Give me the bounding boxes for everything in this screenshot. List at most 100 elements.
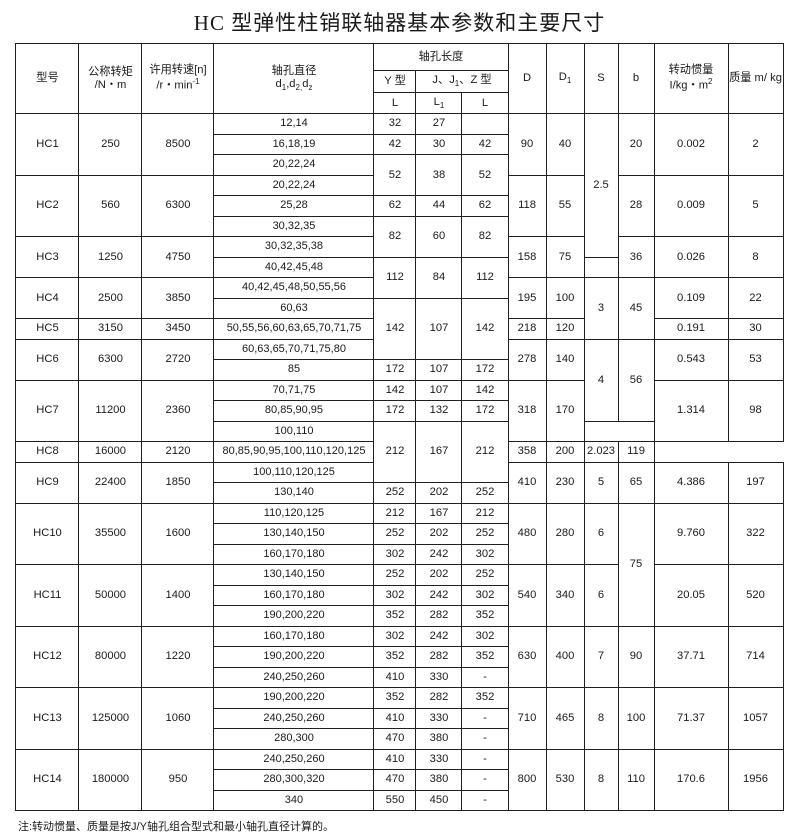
cell-b: 56: [617, 338, 655, 422]
cell-mass: 98: [727, 379, 784, 442]
cell-length-L1: 380: [415, 769, 463, 791]
table-row: HC2 560 6300 20,22,24 118 55 28 0.009 5: [15, 174, 784, 237]
cell-bore-diameter: 60,63,65,70,71,75,80: [213, 338, 375, 360]
cell-length-Lz: -: [461, 728, 509, 750]
cell-mass: 119: [617, 441, 655, 463]
cell-D1: 170: [545, 379, 585, 442]
cell-inertia: 0.109: [653, 277, 729, 319]
cell-D1: 55: [545, 174, 585, 237]
cell-D: 630: [507, 625, 547, 688]
cell-length-L: 112: [373, 256, 417, 299]
cell-bore-diameter: 60,63: [213, 297, 375, 319]
cell-torque: 180000: [78, 748, 143, 811]
cell-bore-diameter: 40,42,45,48,50,55,56: [213, 277, 375, 299]
cell-bore-diameter: 130,140: [213, 482, 375, 504]
table-row: 130,140 252 202 252: [16, 482, 783, 504]
col-header-torque-line2: /N・m: [94, 78, 127, 91]
cell-speed: 1850: [141, 461, 215, 504]
cell-mass: 1956: [727, 748, 784, 811]
cell-D: 118: [507, 174, 547, 237]
cell-torque: 2500: [78, 277, 143, 319]
cell-D: 318: [507, 379, 547, 442]
cell-inertia: 37.71: [653, 625, 729, 688]
col-header-bore-diameter-line1: 轴孔直径: [271, 64, 317, 77]
cell-inertia: 71.37: [653, 687, 729, 750]
cell-length-L: 410: [373, 707, 417, 729]
cell-speed: 6300: [141, 174, 215, 237]
cell-bore-diameter: 340: [213, 789, 375, 811]
col-header-S: S: [583, 43, 619, 114]
table-row: HC5 3150 3450 50,55,56,60,63,65,70,71,75 218…: [15, 318, 784, 340]
cell-length-L1: 27: [415, 113, 463, 135]
cell-inertia: 0.002: [653, 113, 729, 176]
cell-b: 20: [617, 113, 655, 176]
cell-D1: 75: [545, 236, 585, 278]
col-header-L1: L1: [415, 92, 463, 114]
cell-inertia: 170.6: [653, 748, 729, 811]
cell-length-Lz: -: [461, 748, 509, 770]
table-row: 190,200,220 352 282 352: [16, 646, 783, 668]
cell-length-L1: 107: [415, 297, 463, 360]
table-row: HC1 250 8500 12,14 32 27 90 40 2.5 20 0.002 2: [15, 113, 784, 258]
cell-bore-diameter: 30,32,35,38: [213, 236, 375, 258]
cell-bore-diameter: 20,22,24: [213, 174, 375, 196]
table-row: HC14 180000 950 240,250,260 410 330-800 530 8 11…: [15, 748, 784, 811]
cell-length-L1: 30: [415, 133, 463, 155]
table-row: 80,85,90,95 172 132 172: [16, 400, 783, 422]
cell-length-Lz: 252: [461, 523, 509, 545]
cell-model: HC1: [15, 113, 80, 176]
cell-speed: 1220: [141, 625, 215, 688]
cell-length-L: 212: [373, 502, 417, 524]
cell-length-L1: 167: [415, 420, 463, 483]
table-row: 30,32,35 82 60 82: [16, 215, 783, 258]
cell-speed: 4750: [141, 236, 215, 278]
cell-b: 28: [617, 174, 655, 237]
cell-torque: 125000: [78, 687, 143, 750]
cell-bore-diameter: 160,170,180: [213, 625, 375, 647]
col-header-speed-line2: /r・min-1: [156, 77, 200, 92]
table-row: HC6 6300 2720 60,63,65,70,71,75,80 278 140 4 56…: [15, 338, 784, 422]
cell-model: HC11: [15, 564, 80, 627]
cell-length-L1: 282: [415, 646, 463, 668]
cell-model: HC14: [15, 748, 80, 811]
cell-length-L1: 167: [415, 502, 463, 524]
page-title: HC 型弹性柱销联轴器基本参数和主要尺寸: [193, 11, 606, 35]
col-header-D1: D1: [545, 43, 585, 114]
cell-length-L: 172: [373, 400, 417, 422]
col-header-torque: 公称转矩 /N・m: [78, 43, 143, 114]
cell-length-L: 212: [373, 420, 417, 483]
page-root: HC 型弹性柱销联轴器基本参数和主要尺寸 型号 公称转矩 /N・m: [15, 11, 784, 833]
cell-length-Lz: 172: [461, 359, 509, 381]
cell-b: 65: [617, 461, 655, 504]
cell-model: HC2: [15, 174, 80, 237]
cell-D1: 120: [545, 318, 585, 340]
cell-length-Lz: 352: [461, 687, 509, 709]
cell-speed: 2720: [141, 338, 215, 381]
cell-inertia: 4.386: [653, 461, 729, 504]
cell-length-L1: 107: [415, 359, 463, 381]
cell-S: 8: [583, 748, 619, 811]
col-header-b: b: [617, 43, 655, 114]
cell-torque: 16000: [78, 441, 143, 463]
cell-length-L: 62: [373, 195, 417, 217]
cell-length-L: 142: [373, 379, 417, 401]
cell-bore-diameter: 280,300,320: [213, 769, 375, 791]
cell-length-L: 52: [373, 154, 417, 196]
cell-bore-diameter: 85: [213, 359, 375, 381]
cell-length-L: 32: [373, 113, 417, 135]
cell-length-L: 172: [373, 359, 417, 381]
header-row-3: L L1 L: [16, 92, 783, 114]
cell-length-L1: 202: [415, 564, 463, 586]
cell-D: 410: [507, 461, 547, 504]
cell-D: 278: [507, 338, 547, 381]
cell-b: 45: [617, 277, 655, 340]
cell-length-L: 302: [373, 543, 417, 565]
cell-length-L1: 330: [415, 748, 463, 770]
cell-model: HC5: [15, 318, 80, 340]
col-header-inertia-line2: I/kg・m2: [669, 77, 713, 92]
cell-bore-diameter: 160,170,180: [213, 543, 375, 565]
cell-torque: 6300: [78, 338, 143, 381]
cell-mass: 5: [727, 174, 784, 237]
col-header-D: D: [507, 43, 547, 114]
table-row: 190,200,220 352 282 352: [16, 605, 783, 627]
